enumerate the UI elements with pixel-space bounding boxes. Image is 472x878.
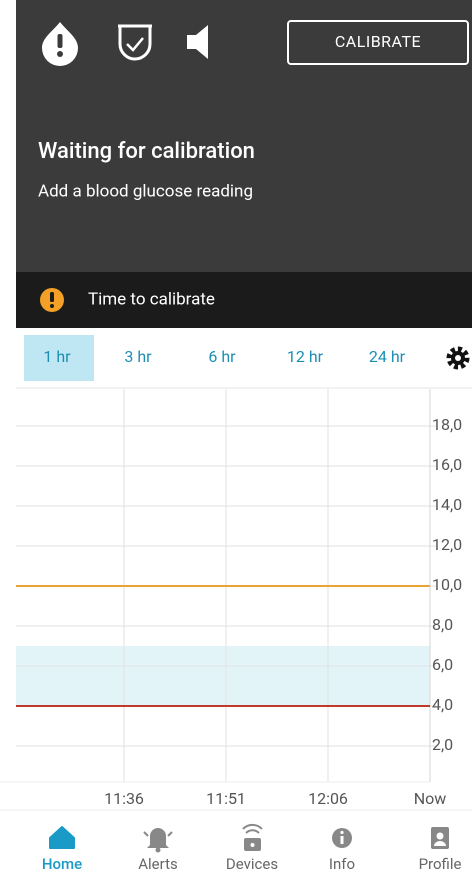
status-title: Waiting for calibration	[38, 139, 255, 164]
tabs: 1 hr 3 hr 6 hr 12 hr 24 hr	[24, 335, 406, 381]
profile-icon[interactable]	[431, 827, 449, 849]
nav-label[interactable]: Alerts	[138, 855, 178, 873]
target-range	[16, 646, 430, 706]
y-tick-label: 16,0	[432, 455, 462, 474]
y-tick-label: 8,0	[432, 615, 453, 634]
alert-icon	[42, 22, 78, 66]
nav: Home Alerts Devices Info Profile	[42, 855, 462, 873]
home-icon[interactable]	[49, 826, 75, 849]
y-tick-label: 12,0	[432, 535, 462, 554]
nav-label[interactable]: Profile	[419, 855, 462, 873]
nav-label[interactable]: Devices	[226, 855, 278, 873]
y-tick-label: 14,0	[432, 495, 462, 514]
status-panel	[16, 0, 472, 272]
banner	[16, 272, 472, 328]
settings-gear[interactable]	[446, 346, 470, 370]
banner-text: Time to calibrate	[88, 289, 215, 309]
tab[interactable]: 3 hr	[124, 347, 152, 366]
tab[interactable]: 1 hr	[43, 347, 71, 366]
y-tick-label: 2,0	[432, 735, 453, 754]
calibrate-label[interactable]: CALIBRATE	[335, 32, 421, 51]
calibrate-button[interactable]	[287, 20, 469, 65]
x-tick-label: Now	[414, 789, 447, 808]
sensor-icon	[118, 24, 152, 61]
tab-selected	[24, 335, 94, 381]
y-tick-label: 18,0	[432, 415, 462, 434]
sound-icon	[187, 25, 208, 59]
y-tick-label: 10,0	[432, 575, 462, 594]
status-subtitle: Add a blood glucose reading	[38, 181, 253, 201]
x-tick-label: 11:51	[206, 789, 246, 808]
tab[interactable]: 6 hr	[208, 347, 236, 366]
x-tick-label: 11:36	[104, 789, 144, 808]
x-tick-label: 12:06	[308, 789, 348, 808]
banner-icon	[40, 288, 64, 312]
y-tick-label: 6,0	[432, 655, 453, 674]
nav-label[interactable]: Home	[42, 855, 82, 873]
info-icon[interactable]	[332, 828, 352, 848]
tab[interactable]: 12 hr	[287, 347, 324, 366]
alerts-icon[interactable]	[143, 828, 173, 853]
devices-icon[interactable]	[242, 823, 263, 851]
tab[interactable]: 24 hr	[369, 347, 406, 366]
nav-icons	[49, 823, 449, 853]
nav-label[interactable]: Info	[329, 855, 355, 873]
chart: 2,0 4,0 6,0 8,0 10,0 12,0 14,0 16,0 18,0 11:36 11:…	[0, 389, 462, 808]
y-tick-label: 4,0	[432, 695, 453, 714]
